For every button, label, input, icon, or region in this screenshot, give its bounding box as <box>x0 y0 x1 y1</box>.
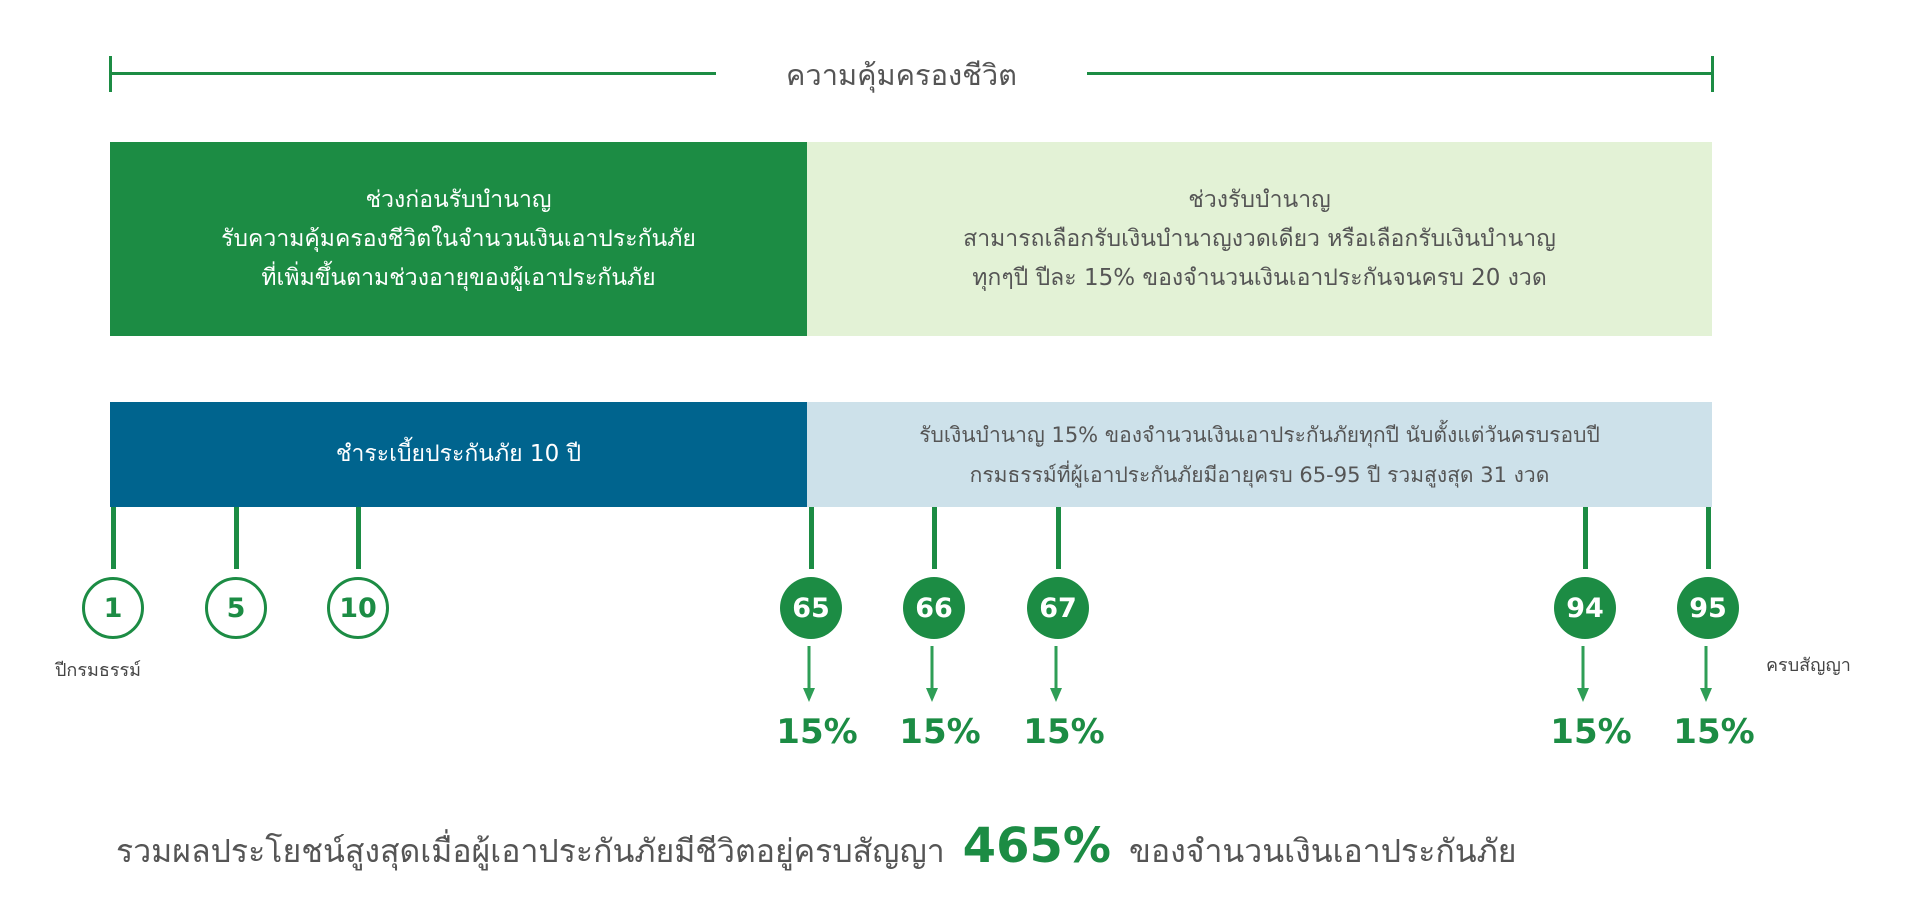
down-arrow-icon <box>1577 646 1589 702</box>
timeline-tick <box>111 507 116 569</box>
annuity-phase: ช่วงรับบำนาญ สามารถเลือกรับเงินบำนาญงวดเ… <box>807 142 1712 336</box>
timeline-tick <box>932 507 937 569</box>
payout-line: รับเงินบำนาญ 15% ของจำนวนเงินเอาประกันภั… <box>919 422 1600 447</box>
age-marker: 67 <box>1027 577 1089 639</box>
summary: รวมผลประโยชน์สูงสุดเมื่อผู้เอาประกันภัยม… <box>116 818 1516 877</box>
payout-percent: 15% <box>1023 712 1105 752</box>
down-arrow-icon <box>1700 646 1712 702</box>
payout-period: รับเงินบำนาญ 15% ของจำนวนเงินเอาประกันภั… <box>807 402 1712 507</box>
timeline-tick <box>1056 507 1061 569</box>
age-marker: 66 <box>903 577 965 639</box>
phase-line: ช่วงก่อนรับบำนาญ <box>365 186 552 213</box>
timeline-tick <box>1583 507 1588 569</box>
premium-text: ชำระเบี้ยประกันภัย 10 ปี <box>335 441 582 467</box>
timeline-tick <box>1706 507 1711 569</box>
phase-line: สามารถเลือกรับเงินบำนาญงวดเดียว หรือเลือ… <box>963 225 1556 252</box>
pre-annuity-phase: ช่วงก่อนรับบำนาญ รับความคุ้มครองชีวิตในจ… <box>110 142 807 336</box>
bracket-right-line <box>1087 72 1712 75</box>
timeline-tick <box>356 507 361 569</box>
policy-year-marker: 1 <box>82 577 144 639</box>
policy-year-marker: 5 <box>205 577 267 639</box>
payout-percent: 15% <box>899 712 981 752</box>
phase-line: รับความคุ้มครองชีวิตในจำนวนเงินเอาประกัน… <box>221 225 696 252</box>
bracket-left-line <box>110 72 716 75</box>
phase-line: ทุกๆปี ปีละ 15% ของจำนวนเงินเอาประกันจนค… <box>972 264 1547 291</box>
age-marker: 65 <box>780 577 842 639</box>
down-arrow-icon <box>926 646 938 702</box>
payout-percent: 15% <box>776 712 858 752</box>
bracket-right-cap <box>1711 56 1714 92</box>
age-marker: 95 <box>1677 577 1739 639</box>
coverage-title: ความคุ้มครองชีวิต <box>786 58 1017 92</box>
phase-line: ที่เพิ่มขึ้นตามช่วงอายุของผู้เอาประกันภั… <box>261 264 656 291</box>
age-marker: 94 <box>1554 577 1616 639</box>
maturity-label: ครบสัญญา <box>1766 655 1851 676</box>
premium-period: ชำระเบี้ยประกันภัย 10 ปี <box>110 402 807 507</box>
payout-percent: 15% <box>1550 712 1632 752</box>
summary-text-after: ของจำนวนเงินเอาประกันภัย <box>1128 832 1517 870</box>
policy-year-label: ปีกรมธรรม์ <box>55 660 142 681</box>
policy-year-marker: 10 <box>327 577 389 639</box>
summary-text: รวมผลประโยชน์สูงสุดเมื่อผู้เอาประกันภัยม… <box>116 832 945 870</box>
down-arrow-icon <box>803 646 815 702</box>
phase-line: ช่วงรับบำนาญ <box>1188 186 1331 213</box>
payout-line: กรมธรรม์ที่ผู้เอาประกันภัยมีอายุครบ 65-9… <box>969 462 1550 487</box>
timeline-tick <box>234 507 239 569</box>
summary-highlight: 465% <box>962 818 1111 874</box>
timeline-tick <box>809 507 814 569</box>
payout-percent: 15% <box>1673 712 1755 752</box>
down-arrow-icon <box>1050 646 1062 702</box>
